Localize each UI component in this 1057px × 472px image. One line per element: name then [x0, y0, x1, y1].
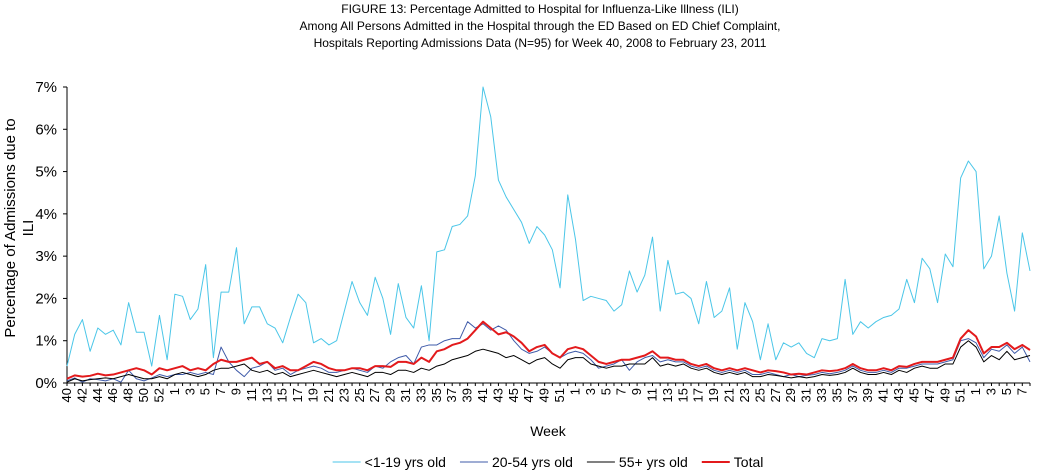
x-tick-label: 49 — [537, 388, 552, 402]
x-tick-label: 44 — [90, 388, 105, 402]
x-tick-label: 17 — [290, 388, 305, 402]
x-tick-label: 40 — [59, 388, 74, 402]
x-tick-label: 33 — [413, 388, 428, 402]
x-tick-label: 43 — [490, 388, 505, 402]
x-tick-label: 7 — [1014, 388, 1029, 395]
x-tick-label: 19 — [306, 388, 321, 402]
x-tick-label: 27 — [768, 388, 783, 402]
x-tick-label: 29 — [783, 388, 798, 402]
x-tick-label: 39 — [460, 388, 475, 402]
x-tick-label: 3 — [983, 388, 998, 395]
x-tick-label: 7 — [614, 388, 629, 395]
x-tick-label: 51 — [953, 388, 968, 402]
x-tick-label: 42 — [74, 388, 89, 402]
x-tick-label: 5 — [198, 388, 213, 395]
x-tick-label: 33 — [814, 388, 829, 402]
legend-label: <1-19 yrs old — [365, 454, 446, 470]
x-tick-label: 13 — [259, 388, 274, 402]
x-tick-label: 23 — [737, 388, 752, 402]
y-axis-title: Percentage of Admissions due to ILI — [2, 118, 37, 338]
series-line — [66, 86, 1031, 367]
x-tick-label: 23 — [336, 388, 351, 402]
legend-label: 55+ yrs old — [619, 454, 688, 470]
x-tick-label: 48 — [121, 388, 136, 402]
x-tick-label: 19 — [706, 388, 721, 402]
y-tick-label: 4% — [35, 206, 57, 223]
x-tick-label: 1 — [567, 388, 582, 395]
series-line — [66, 340, 1031, 383]
x-axis-title: Week — [530, 423, 567, 439]
y-tick-label: 0% — [35, 375, 57, 392]
x-tick-label: 31 — [398, 388, 413, 402]
x-tick-label: 5 — [598, 388, 613, 395]
x-tick-label: 41 — [475, 388, 490, 402]
x-tick-label: 25 — [352, 388, 367, 402]
x-tick-label: 31 — [799, 388, 814, 402]
x-tick-label: 51 — [552, 388, 567, 402]
x-tick-label: 29 — [383, 388, 398, 402]
x-tick-label: 13 — [660, 388, 675, 402]
y-tick-label: 1% — [35, 333, 57, 350]
chart-title: FIGURE 13: Percentage Admitted to Hospit… — [341, 2, 739, 16]
x-tick-label: 35 — [829, 388, 844, 402]
x-tick-label: 9 — [629, 388, 644, 395]
x-tick-label: 21 — [321, 388, 336, 402]
x-tick-label: 1 — [968, 388, 983, 395]
y-tick-label: 6% — [35, 121, 57, 138]
x-tick-label: 15 — [275, 388, 290, 402]
x-tick-label: 39 — [860, 388, 875, 402]
series-line — [66, 320, 1031, 380]
y-tick-label: 2% — [35, 290, 57, 307]
x-tick-label: 50 — [136, 388, 151, 402]
y-tick-label: 5% — [35, 164, 57, 181]
x-tick-label: 37 — [845, 388, 860, 402]
x-tick-label: 46 — [105, 388, 120, 402]
x-tick-label: 49 — [937, 388, 952, 402]
x-tick-label: 11 — [645, 388, 660, 402]
x-tick-label: 5 — [999, 388, 1014, 395]
x-tick-label: 27 — [367, 388, 382, 402]
y-tick-label: 3% — [35, 248, 57, 265]
legend: <1-19 yrs old 20-54 yrs old 55+ yrs old Tot… — [332, 454, 764, 470]
x-tick-label: 47 — [521, 388, 536, 402]
chart-title: Hospitals Reporting Admissions Data (N=9… — [314, 36, 767, 50]
x-tick-label: 17 — [691, 388, 706, 402]
legend-label: 20-54 yrs old — [492, 454, 573, 470]
x-tick-label: 37 — [444, 388, 459, 402]
x-tick-label: 52 — [151, 388, 166, 402]
x-tick-label: 35 — [429, 388, 444, 402]
x-tick-label: 47 — [922, 388, 937, 402]
x-tick-label: 45 — [906, 388, 921, 402]
x-tick-label: 25 — [752, 388, 767, 402]
legend-label: Total — [734, 454, 764, 470]
x-tick-label: 9 — [228, 388, 243, 395]
x-tick-label: 41 — [876, 388, 891, 402]
chart-title: Among All Persons Admitted in the Hospit… — [300, 19, 781, 33]
x-tick-label: 3 — [583, 388, 598, 395]
x-tick-label: 21 — [722, 388, 737, 402]
x-tick-label: 3 — [182, 388, 197, 395]
x-tick-label: 11 — [244, 388, 259, 402]
x-tick-label: 7 — [213, 388, 228, 395]
x-tick-label: 43 — [891, 388, 906, 402]
x-tick-label: 45 — [506, 388, 521, 402]
x-tick-label: 15 — [675, 388, 690, 402]
y-tick-label: 7% — [35, 79, 57, 96]
x-tick-label: 1 — [167, 388, 182, 395]
